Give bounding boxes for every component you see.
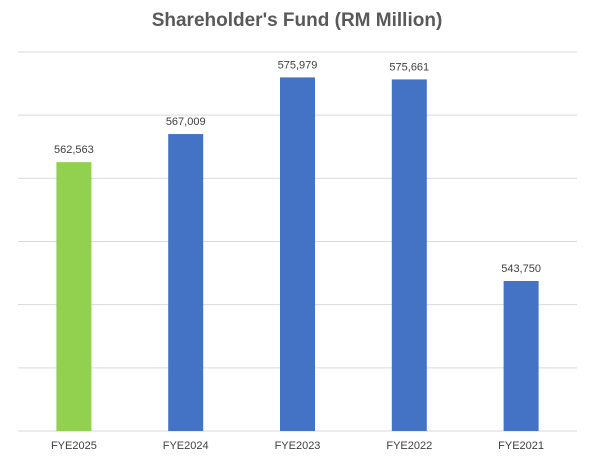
bar-fye2021 — [503, 280, 539, 431]
chart-title: Shareholder's Fund (RM Million) — [151, 10, 443, 31]
bar-fye2024 — [168, 134, 204, 431]
x-tick-label-fye2022: FYE2022 — [386, 440, 432, 452]
data-label-fye2021: 543,750 — [501, 263, 541, 275]
x-tick-label-fye2025: FYE2025 — [51, 440, 97, 452]
data-label-fye2024: 567,009 — [166, 116, 206, 128]
x-tick-label-fye2023: FYE2023 — [275, 440, 321, 452]
bar-fye2023 — [280, 77, 315, 431]
bar-fye2022 — [391, 79, 427, 431]
bar-fye2025 — [56, 162, 92, 431]
x-tick-label-fye2024: FYE2024 — [163, 440, 209, 452]
data-label-fye2023: 575,979 — [278, 59, 318, 71]
data-label-fye2022: 575,661 — [389, 61, 429, 73]
x-tick-label-fye2021: FYE2021 — [498, 440, 544, 452]
data-label-fye2025: 562,563 — [54, 144, 94, 156]
